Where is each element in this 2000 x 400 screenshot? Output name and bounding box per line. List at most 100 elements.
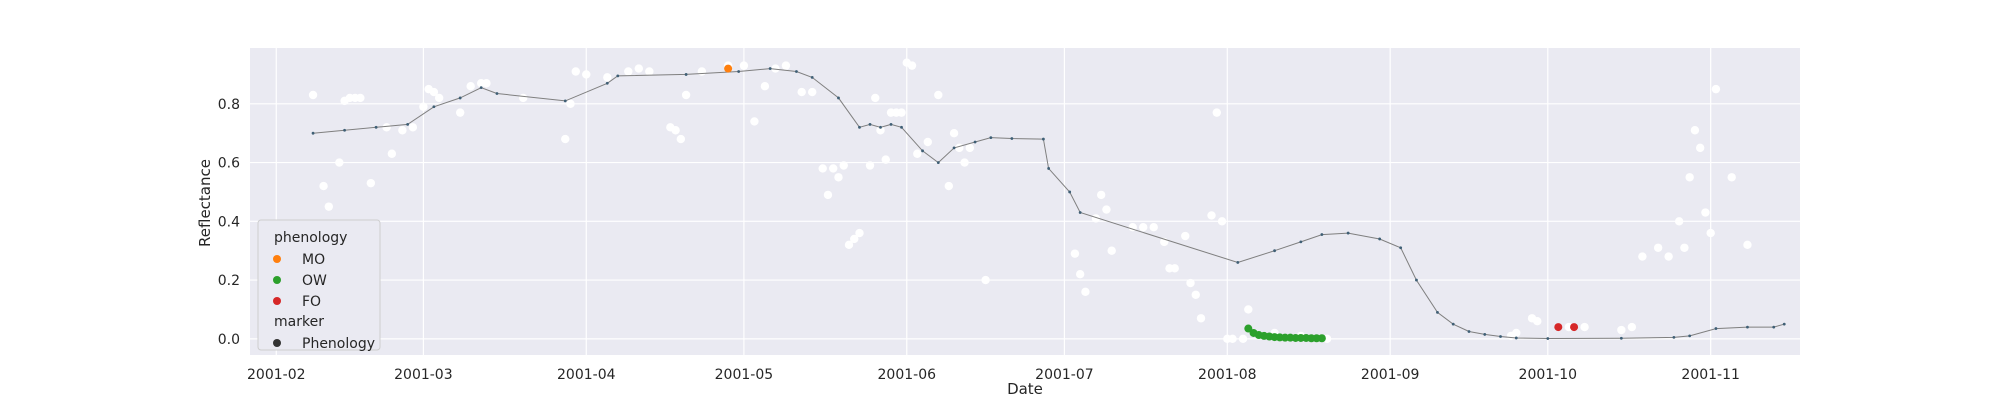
smoothed-point bbox=[1346, 231, 1350, 235]
legend-label: OW bbox=[302, 273, 327, 289]
observation-point bbox=[1091, 214, 1101, 223]
observation-point bbox=[1512, 328, 1521, 338]
observation-point bbox=[1627, 322, 1637, 332]
smoothed-point bbox=[495, 92, 499, 95]
smoothed-point bbox=[868, 122, 872, 126]
observation-point bbox=[398, 126, 407, 135]
observation-point bbox=[829, 164, 838, 173]
smoothed-point bbox=[837, 96, 840, 100]
observation-point bbox=[981, 275, 990, 285]
observation-point bbox=[387, 149, 397, 158]
x-tick-label: 2001-04 bbox=[557, 367, 616, 383]
observation-point bbox=[382, 123, 391, 132]
smoothed-point bbox=[1078, 211, 1082, 214]
observation-point bbox=[1081, 287, 1090, 297]
observation-point bbox=[356, 93, 365, 103]
smoothed-point bbox=[936, 161, 940, 164]
smoothed-point bbox=[1499, 335, 1502, 338]
x-axis-ticks: 2001-02 2001-03 2001-04 2001-05 2001-06 2001-… bbox=[247, 367, 1740, 383]
smoothed-point bbox=[889, 122, 893, 126]
y-tick-label: 0.2 bbox=[218, 273, 240, 289]
legend-marker-phenology bbox=[273, 339, 281, 347]
observation-point bbox=[1638, 252, 1647, 261]
observation-point bbox=[1139, 223, 1148, 232]
smoothed-point bbox=[795, 70, 798, 73]
observation-point bbox=[1196, 314, 1206, 323]
smoothed-point bbox=[1299, 240, 1303, 244]
observation-point bbox=[739, 61, 749, 70]
observation-point bbox=[1617, 325, 1626, 335]
y-tick-label: 0.8 bbox=[218, 97, 240, 113]
smoothed-point bbox=[1619, 336, 1623, 340]
observation-point bbox=[750, 117, 759, 126]
smoothed-point bbox=[1236, 261, 1240, 264]
legend: phenology MO OW FO marker Phenology bbox=[257, 219, 381, 352]
observation-point bbox=[1149, 223, 1158, 232]
legend-label: Phenology bbox=[302, 336, 375, 352]
plot-area bbox=[250, 48, 1800, 355]
observation-point bbox=[1217, 217, 1227, 226]
observation-point bbox=[1653, 243, 1663, 252]
observation-point bbox=[1690, 126, 1700, 135]
observation-point bbox=[1070, 249, 1080, 258]
observation-point bbox=[434, 93, 444, 103]
observation-point bbox=[482, 79, 491, 88]
observation-point bbox=[1238, 334, 1248, 344]
smoothed-point bbox=[432, 105, 436, 109]
smoothed-point bbox=[563, 99, 567, 103]
smoothed-point bbox=[616, 74, 620, 78]
phenology-point-fo bbox=[1554, 323, 1563, 332]
legend-section-title: phenology bbox=[274, 230, 347, 246]
observation-point bbox=[1580, 322, 1589, 332]
y-axis-label: Reflectance bbox=[196, 159, 214, 247]
x-tick-label: 2001-05 bbox=[715, 367, 774, 383]
observation-point bbox=[1207, 211, 1216, 220]
x-tick-label: 2001-02 bbox=[247, 367, 306, 383]
smoothed-point bbox=[768, 67, 772, 70]
smoothed-point bbox=[1415, 278, 1418, 282]
observation-point bbox=[676, 134, 686, 144]
observation-point bbox=[897, 108, 906, 117]
observation-point bbox=[907, 61, 917, 70]
observation-point bbox=[1075, 270, 1085, 279]
observation-point bbox=[571, 67, 580, 76]
observation-point bbox=[834, 173, 843, 182]
smoothed-point bbox=[1436, 311, 1439, 314]
observation-point bbox=[771, 64, 780, 73]
observation-point bbox=[1701, 208, 1710, 217]
smoothed-point bbox=[605, 81, 609, 85]
observation-point bbox=[960, 158, 969, 167]
smoothed-point bbox=[458, 96, 462, 100]
observation-point bbox=[876, 126, 885, 135]
observation-point bbox=[871, 93, 880, 103]
smoothed-point bbox=[921, 149, 924, 153]
smoothed-point bbox=[973, 140, 977, 144]
smoothed-point bbox=[479, 86, 483, 90]
observation-point bbox=[671, 126, 680, 135]
observation-point bbox=[324, 202, 334, 211]
phenology-point-ow bbox=[1244, 324, 1253, 333]
observation-point bbox=[823, 190, 833, 200]
x-axis-label: Date bbox=[1007, 380, 1043, 398]
smoothed-point bbox=[1273, 249, 1276, 253]
observation-point bbox=[519, 93, 528, 103]
observation-point bbox=[949, 128, 959, 138]
observation-point bbox=[1727, 173, 1736, 182]
observation-point bbox=[603, 73, 612, 82]
observation-point bbox=[308, 90, 318, 100]
x-tick-label: 2001-09 bbox=[1361, 367, 1420, 383]
smoothed-point bbox=[1782, 322, 1786, 326]
observation-point bbox=[366, 178, 376, 188]
observation-point bbox=[1102, 205, 1111, 214]
observation-point bbox=[1711, 84, 1721, 94]
x-tick-label: 2001-06 bbox=[878, 367, 937, 383]
legend-box bbox=[257, 219, 381, 351]
observation-point bbox=[1228, 334, 1237, 344]
observation-point bbox=[855, 228, 864, 238]
smoothed-point bbox=[810, 75, 814, 79]
observation-point bbox=[1170, 264, 1179, 273]
observation-point bbox=[429, 87, 439, 97]
smoothed-point bbox=[1546, 337, 1550, 340]
smoothed-point bbox=[1041, 137, 1045, 141]
